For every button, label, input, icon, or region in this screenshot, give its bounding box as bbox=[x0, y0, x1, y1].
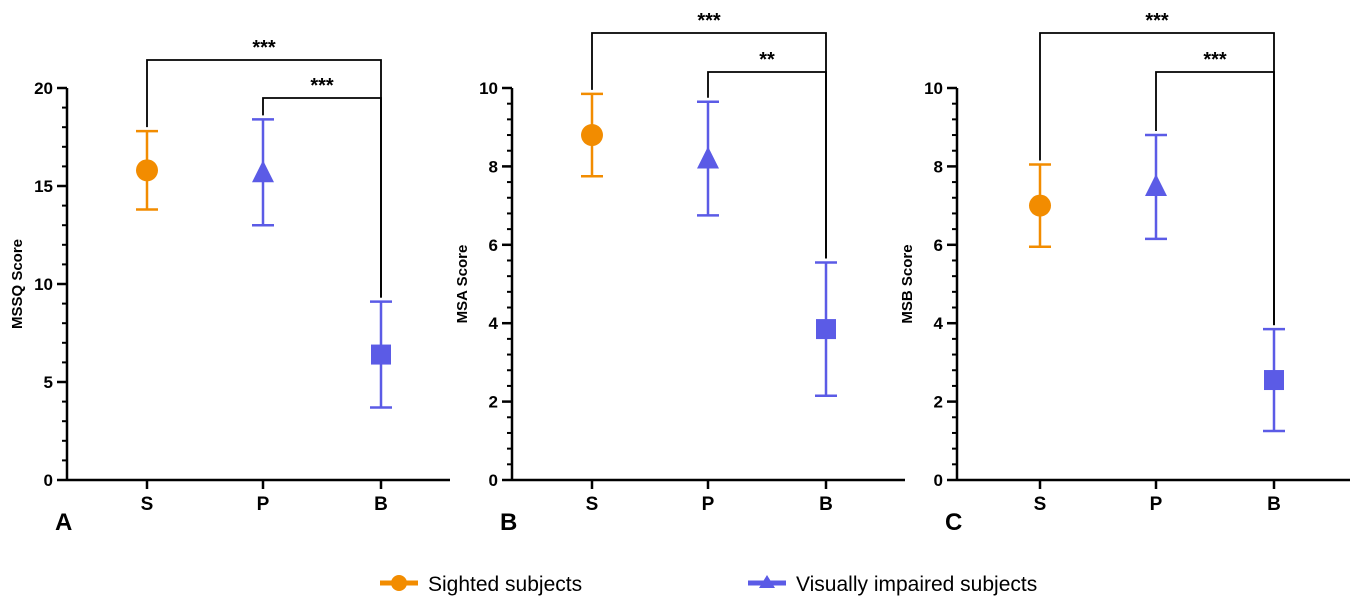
y-tick-label-a: 5 bbox=[44, 373, 53, 392]
panel-letter-b: B bbox=[500, 509, 517, 536]
significance-bracket-a-pb: *** bbox=[262, 75, 382, 298]
y-tick-label-c: 8 bbox=[934, 157, 943, 176]
data-point-c-s bbox=[1029, 163, 1051, 249]
marker-square bbox=[816, 319, 836, 340]
y-tick-label-c: 0 bbox=[934, 471, 943, 490]
y-tick-label-a: 10 bbox=[34, 275, 53, 294]
y-tick-label-a: 0 bbox=[44, 471, 53, 490]
data-point-a-s bbox=[136, 129, 158, 211]
y-tick-label-b: 6 bbox=[489, 236, 498, 255]
x-tick-label-b-p: P bbox=[702, 494, 715, 515]
y-tick-label-b: 0 bbox=[489, 471, 498, 490]
bracket-line bbox=[707, 71, 827, 259]
significance-label: ** bbox=[759, 49, 775, 71]
legend-label-sighted: Sighted subjects bbox=[428, 573, 582, 596]
y-axis-label-a: MSSQ Score bbox=[9, 239, 26, 329]
data-point-a-p bbox=[252, 118, 274, 227]
y-axis-label-c: MSB Score bbox=[899, 244, 916, 323]
x-tick-label-c-b: B bbox=[1267, 494, 1281, 515]
y-axis-label-b: MSA Score bbox=[454, 245, 471, 324]
x-tick-label-b-b: B bbox=[819, 494, 833, 515]
panel-letter-c: C bbox=[945, 509, 962, 536]
x-tick-label-c-p: P bbox=[1150, 494, 1163, 515]
legend-swatch-marker-impaired bbox=[759, 575, 775, 588]
data-point-a-b bbox=[370, 300, 392, 409]
y-tick-label-c: 10 bbox=[924, 79, 943, 98]
y-tick-label-b: 4 bbox=[489, 314, 499, 333]
data-point-b-b bbox=[815, 261, 837, 397]
marker-square bbox=[1264, 370, 1284, 391]
significance-bracket-b-pb: ** bbox=[707, 49, 827, 259]
marker-triangle bbox=[1145, 173, 1167, 196]
significance-label: *** bbox=[252, 37, 276, 59]
marker-square bbox=[371, 344, 391, 365]
y-tick-label-b: 8 bbox=[489, 157, 498, 176]
data-point-b-s bbox=[581, 92, 603, 178]
marker-triangle bbox=[252, 160, 274, 183]
y-tick-label-a: 15 bbox=[34, 177, 53, 196]
y-tick-label-b: 10 bbox=[479, 79, 498, 98]
y-tick-label-c: 6 bbox=[934, 236, 943, 255]
data-point-c-p bbox=[1145, 133, 1167, 241]
bracket-line bbox=[1155, 71, 1275, 326]
significance-bracket-c-pb: *** bbox=[1155, 49, 1275, 326]
legend-label-impaired: Visually impaired subjects bbox=[796, 573, 1037, 596]
x-tick-label-b-s: S bbox=[586, 494, 599, 515]
legend-swatch-marker-sighted bbox=[391, 575, 407, 591]
panel-letter-a: A bbox=[55, 509, 72, 536]
legend: Sighted subjects Visually impaired subje… bbox=[380, 573, 1037, 596]
marker-triangle bbox=[697, 146, 719, 169]
marker-circle bbox=[136, 159, 158, 182]
x-tick-label-a-p: P bbox=[257, 494, 270, 515]
significance-label: *** bbox=[310, 75, 334, 97]
x-tick-label-a-b: B bbox=[374, 494, 388, 515]
significance-label: *** bbox=[1203, 49, 1227, 71]
significance-label: *** bbox=[1145, 10, 1169, 32]
legend-item-sighted: Sighted subjects bbox=[380, 573, 582, 596]
data-point-c-b bbox=[1263, 327, 1285, 433]
x-tick-label-a-s: S bbox=[141, 494, 154, 515]
significance-label: *** bbox=[697, 10, 721, 32]
data-point-b-p bbox=[697, 100, 719, 217]
y-tick-label-c: 4 bbox=[934, 314, 944, 333]
y-tick-label-c: 2 bbox=[934, 393, 943, 412]
legend-item-impaired: Visually impaired subjects bbox=[748, 573, 1037, 596]
panel-a: 0 5 10 15 20 MSSQ Score S P B A *** *** bbox=[9, 37, 450, 536]
panel-c: 0 2 4 6 8 10 MSB Score S P B C *** *** bbox=[899, 10, 1350, 536]
bracket-line bbox=[262, 97, 382, 298]
y-tick-label-a: 20 bbox=[34, 79, 53, 98]
y-tick-label-b: 2 bbox=[489, 393, 498, 412]
marker-circle bbox=[1029, 194, 1051, 217]
marker-circle bbox=[581, 124, 603, 147]
x-tick-label-c-s: S bbox=[1034, 494, 1047, 515]
